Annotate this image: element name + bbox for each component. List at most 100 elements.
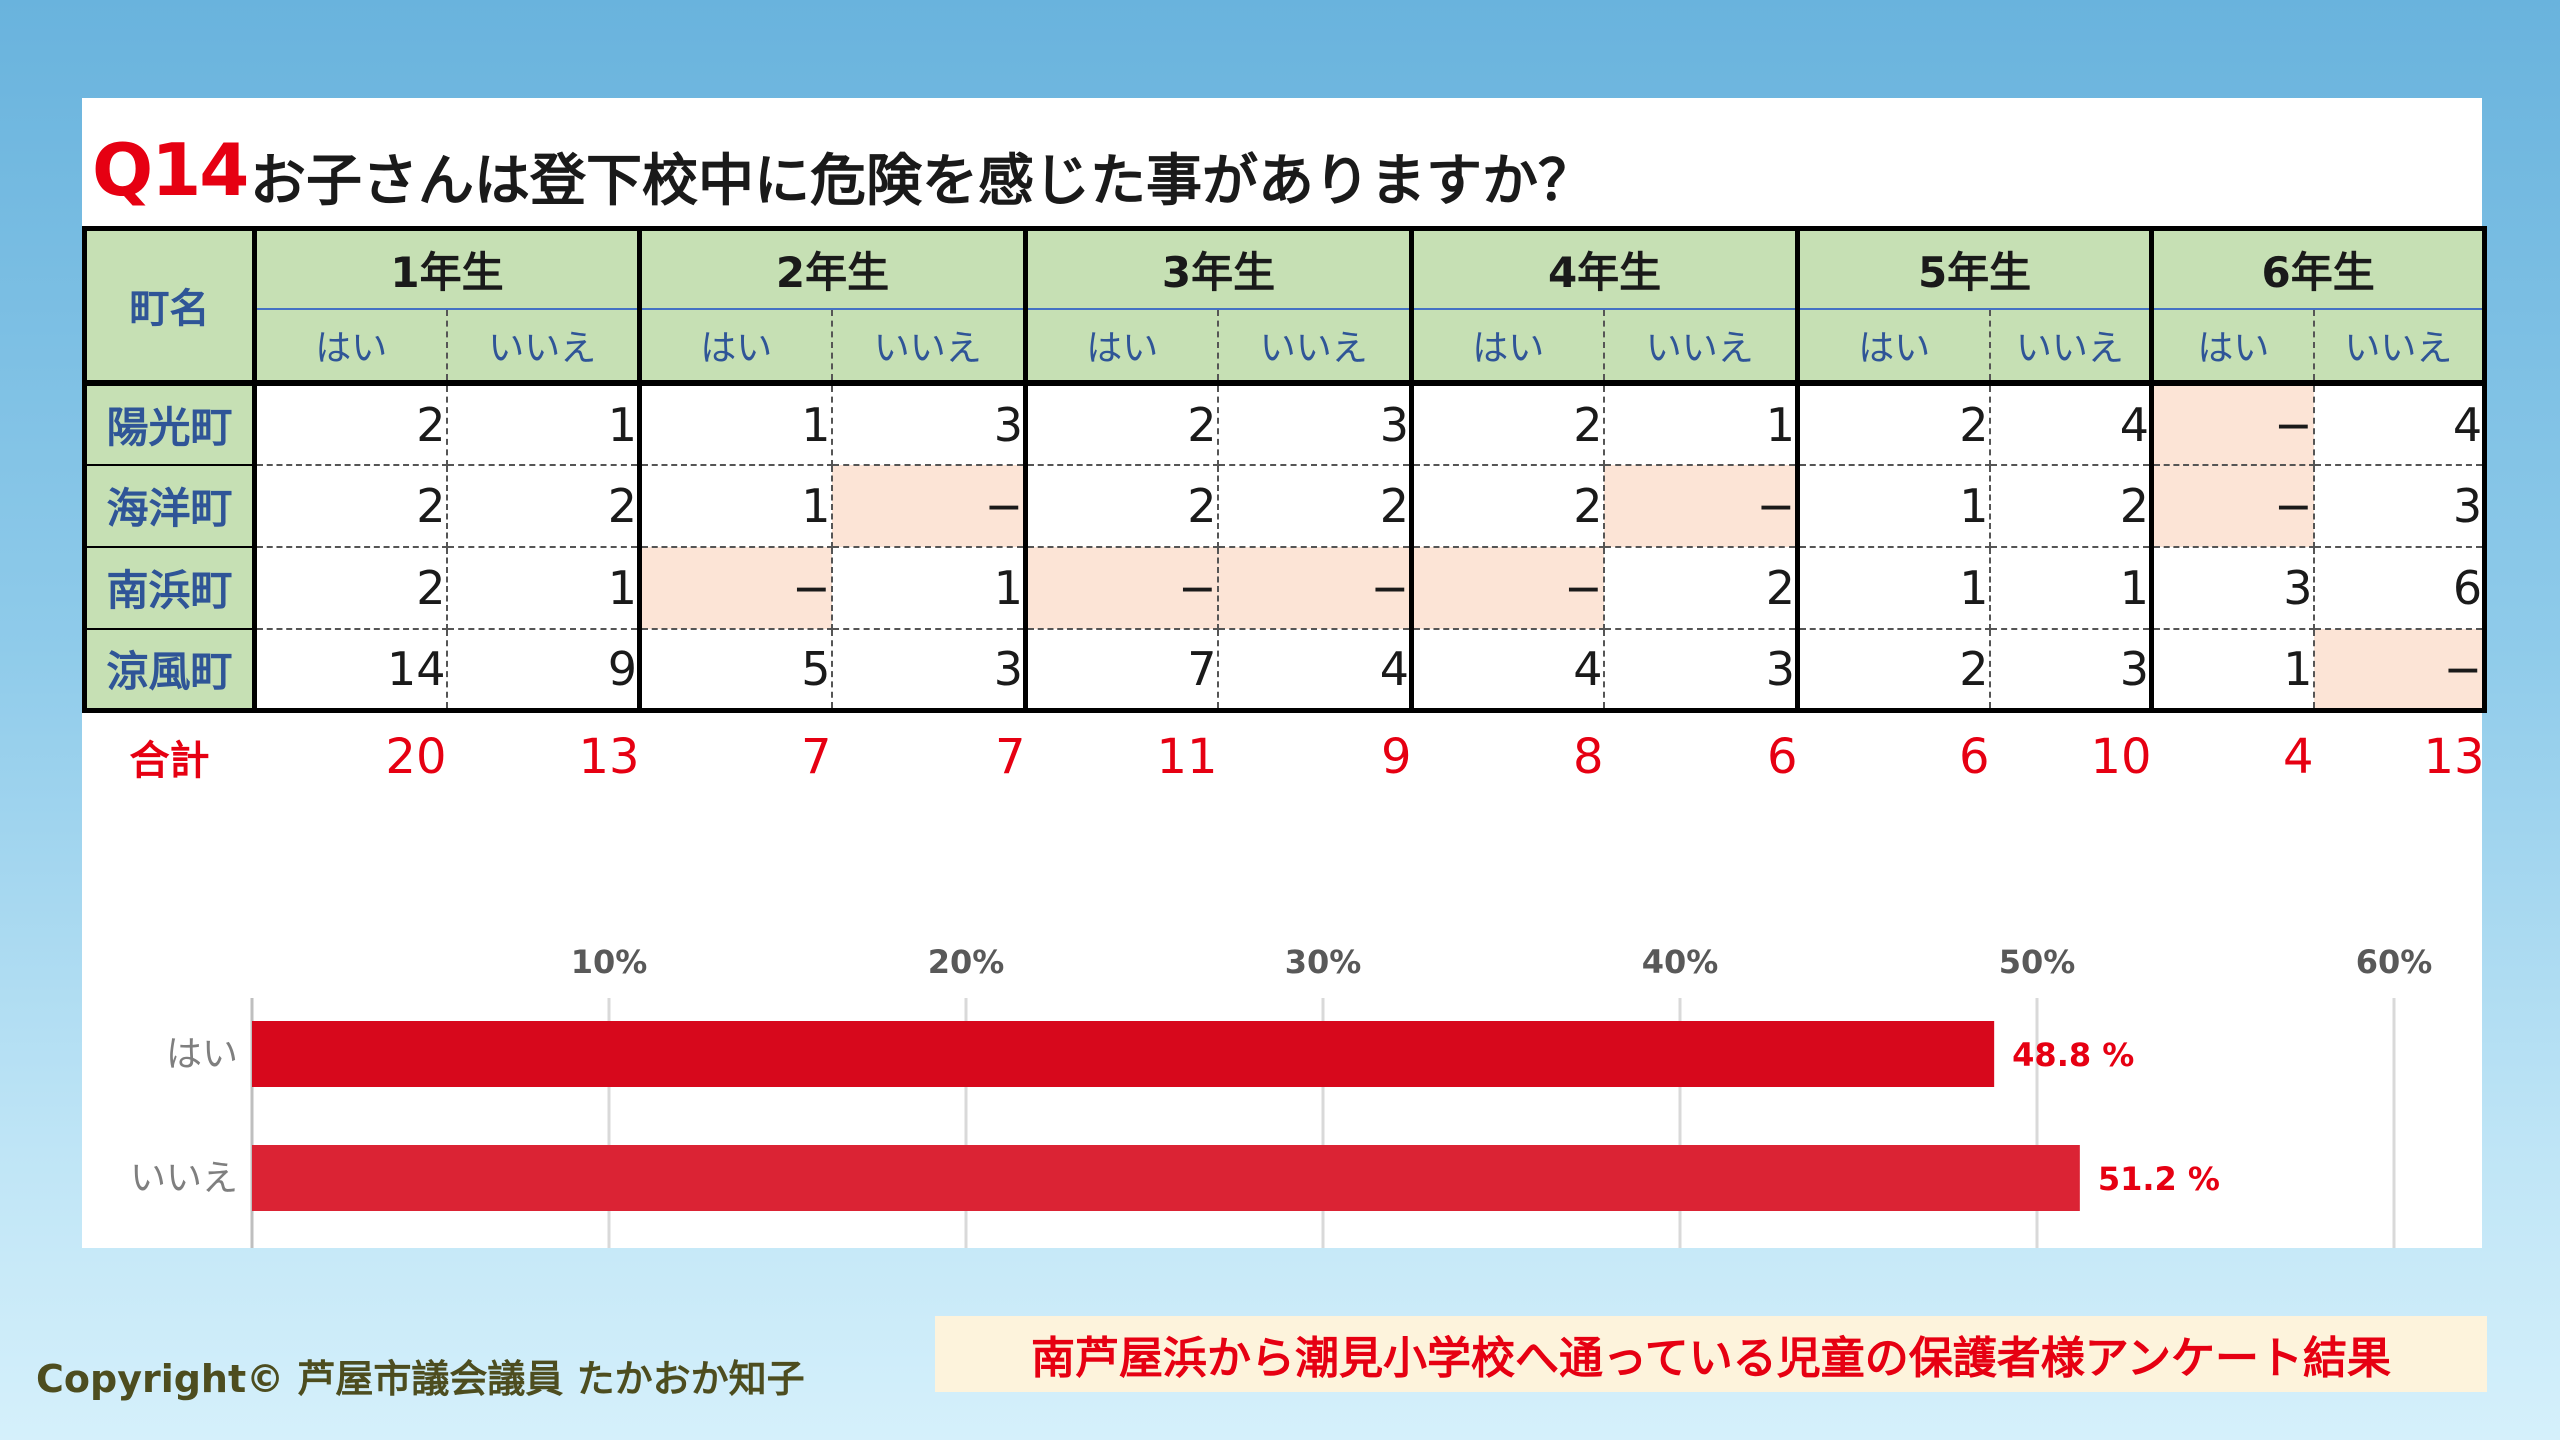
x-tick-label: 30% <box>1285 943 1362 981</box>
category-label: いいえ <box>130 1158 238 1199</box>
total-cell: 7 <box>800 728 832 785</box>
bar-chart-svg: 10% 20% 30% 40% 50% 60% はい 48.8 % いいえ 51.2 % <box>130 943 2433 1248</box>
table-cell: 3 <box>831 628 1029 713</box>
no-subheader: いいえ <box>1989 308 2155 386</box>
table-cell: 2 <box>1795 382 1991 466</box>
yes-subheader: はい <box>1409 308 1605 386</box>
survey-title-banner: 南芦屋浜から潮見小学校へ通っている児童の保護者様アンケート結果 <box>935 1316 2487 1392</box>
table-cell: 4 <box>1217 628 1415 713</box>
bar <box>252 1145 2080 1211</box>
question-text: お子さんは登下校中に危険を感じた事がありますか？ <box>250 149 1594 214</box>
table-cell: 9 <box>446 628 643 713</box>
table-cell: 2 <box>252 546 448 630</box>
bar <box>252 1021 1995 1087</box>
table-cell: 1 <box>1989 546 2155 630</box>
total-cell: 4 <box>2283 728 2314 785</box>
total-cell: 8 <box>1573 728 1604 785</box>
bar-value-label: 51.2 % <box>2098 1160 2220 1198</box>
x-tick-label: 10% <box>571 943 648 981</box>
table-cell: 2 <box>1023 464 1219 548</box>
table-cell: − <box>2313 628 2488 713</box>
table-cell: 2 <box>446 464 643 548</box>
yes-subheader: はい <box>252 308 448 386</box>
copyright-text: Copyright© 芦屋市議会議員 たかおか知子 <box>36 1357 805 1401</box>
table-row: 涼風町 14 9 5 3 7 4 4 3 2 3 1− <box>82 627 2488 713</box>
total-cell: 6 <box>1767 728 1798 785</box>
table-cell: 4 <box>1989 382 2155 466</box>
table-cell: − <box>637 546 833 630</box>
table-cell: − <box>1603 464 1801 548</box>
table-cell: 1 <box>446 546 643 630</box>
yes-subheader: はい <box>637 308 833 386</box>
table-cell: 2 <box>1409 382 1605 466</box>
table-cell: 1 <box>2149 628 2315 713</box>
table-cell: 1 <box>1603 382 1801 466</box>
x-tick-label: 20% <box>928 943 1005 981</box>
category-label: はい <box>166 1034 238 1075</box>
total-cell: 10 <box>2090 728 2152 785</box>
grade-header: 2年生 <box>637 226 1029 310</box>
table-cell: 4 <box>2313 382 2488 466</box>
grade-header: 1年生 <box>251 226 643 310</box>
total-cell: 7 <box>994 728 1026 785</box>
table-cell: 2 <box>1023 382 1219 466</box>
question-number: Q14 <box>92 128 249 212</box>
table-cell: − <box>2149 382 2315 466</box>
table-cell: − <box>1409 546 1605 630</box>
town-name: 海洋町 <box>82 463 257 548</box>
slide-panel: Q14 お子さんは登下校中に危険を感じた事がありますか？ 町名 1年生 2年生 … <box>82 98 2488 1248</box>
table-cell: − <box>1217 546 1415 630</box>
no-subheader: いいえ <box>446 308 643 386</box>
table-cell: 3 <box>2149 546 2315 630</box>
town-name: 陽光町 <box>82 381 257 466</box>
table-cell: 2 <box>1603 546 1801 630</box>
table-cell: 2 <box>1409 464 1605 548</box>
no-subheader: いいえ <box>1217 308 1415 386</box>
total-cell: 11 <box>1156 728 1218 785</box>
total-cell: 9 <box>1381 728 1412 785</box>
table-cell: 2 <box>1795 628 1991 713</box>
table-cell: 2 <box>252 382 448 466</box>
table-row: 海洋町 2 2 1−2 2 2−1 2−3 <box>82 463 2488 548</box>
table-cell: 3 <box>831 382 1029 466</box>
yes-subheader: はい <box>1795 308 1991 386</box>
town-name: 南浜町 <box>82 545 257 630</box>
total-cell: 6 <box>1959 728 1990 785</box>
table-cell: − <box>831 464 1029 548</box>
table-cell: − <box>2149 464 2315 548</box>
table-cell: 3 <box>2313 464 2488 548</box>
grade-header: 4年生 <box>1409 226 1801 310</box>
no-subheader: いいえ <box>831 308 1029 386</box>
bar-value-label: 48.8 % <box>2012 1036 2134 1074</box>
total-cell: 13 <box>2423 728 2485 785</box>
x-tick-label: 60% <box>2356 943 2433 981</box>
table-cell: 5 <box>637 628 833 713</box>
table-row: 南浜町 2 1−1− − −2 1 1 3 6 <box>82 545 2488 630</box>
table-cell: 1 <box>637 464 833 548</box>
town-header: 町名 <box>82 226 257 386</box>
total-label: 合計 <box>129 737 210 784</box>
table-cell: 14 <box>252 628 448 713</box>
bar-chart: 10% 20% 30% 40% 50% 60% はい 48.8 % いいえ 51.2 % <box>82 918 2482 1248</box>
grade-header: 3年生 <box>1023 226 1415 310</box>
table-cell: 1 <box>1795 546 1991 630</box>
table-cell: 7 <box>1023 628 1219 713</box>
totals-row: 合計 20 13 7 7 11 9 8 6 6 10 4 13 <box>85 711 2485 801</box>
table-row: 陽光町 2 1 1 3 2 3 2 1 2 4−4 <box>82 381 2488 466</box>
x-tick-label: 40% <box>1642 943 1719 981</box>
results-table: 町名 1年生 2年生 3年生 4年生 5年生 6年生 はい いいえ はい いいえ はいい… <box>82 226 2488 801</box>
table-cell: 2 <box>1217 464 1415 548</box>
table-cell: 2 <box>252 464 448 548</box>
yes-subheader: はい <box>2149 308 2315 386</box>
table-cell: 6 <box>2313 546 2488 630</box>
yes-subheader: はい <box>1023 308 1219 386</box>
table-cell: 3 <box>1217 382 1415 466</box>
grade-header: 6年生 <box>2149 226 2488 310</box>
table-cell: 3 <box>1989 628 2155 713</box>
table-cell: 2 <box>1989 464 2155 548</box>
table-cell: − <box>1023 546 1219 630</box>
no-subheader: いいえ <box>2313 308 2488 386</box>
town-name: 涼風町 <box>82 627 257 713</box>
table-cell: 1 <box>831 546 1029 630</box>
table-cell: 1 <box>1795 464 1991 548</box>
